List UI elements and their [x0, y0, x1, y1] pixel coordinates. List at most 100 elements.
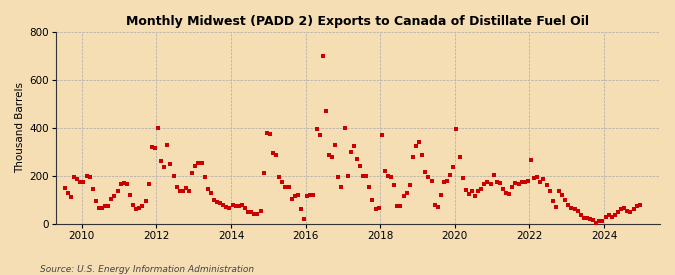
Point — [354, 164, 365, 169]
Point — [464, 192, 475, 196]
Point — [597, 219, 608, 224]
Point — [582, 216, 593, 220]
Point — [482, 180, 493, 184]
Point — [414, 140, 425, 144]
Point — [416, 153, 427, 158]
Point — [532, 175, 543, 179]
Point — [205, 190, 216, 195]
Point — [87, 187, 98, 191]
Point — [625, 210, 636, 214]
Point — [563, 202, 574, 207]
Point — [538, 177, 549, 182]
Point — [156, 159, 167, 164]
Point — [190, 164, 200, 169]
Text: Source: U.S. Energy Information Administration: Source: U.S. Energy Information Administ… — [40, 265, 254, 274]
Point — [535, 180, 545, 184]
Point — [125, 193, 136, 197]
Point — [162, 142, 173, 147]
Point — [137, 204, 148, 208]
Point — [209, 198, 219, 202]
Point — [230, 204, 241, 208]
Point — [249, 212, 260, 216]
Point — [377, 133, 387, 137]
Point — [134, 206, 144, 210]
Point — [364, 185, 375, 189]
Point — [115, 182, 126, 186]
Point — [199, 175, 210, 179]
Point — [613, 210, 624, 214]
Point — [507, 185, 518, 189]
Point — [267, 151, 278, 155]
Point — [193, 160, 204, 165]
Point — [395, 204, 406, 208]
Title: Monthly Midwest (PADD 2) Exports to Canada of Distillate Fuel Oil: Monthly Midwest (PADD 2) Exports to Cana… — [126, 15, 589, 28]
Point — [131, 207, 142, 212]
Point — [227, 202, 238, 207]
Point — [557, 193, 568, 197]
Point — [103, 204, 113, 208]
Point — [398, 194, 409, 199]
Point — [373, 206, 384, 210]
Point — [246, 210, 256, 214]
Point — [97, 206, 107, 210]
Point — [100, 204, 111, 208]
Point — [603, 213, 614, 218]
Y-axis label: Thousand Barrels: Thousand Barrels — [15, 82, 25, 173]
Point — [283, 185, 294, 189]
Point — [466, 189, 477, 194]
Point — [401, 190, 412, 195]
Point — [445, 172, 456, 177]
Point — [234, 204, 244, 208]
Point — [187, 171, 198, 176]
Point — [63, 190, 74, 195]
Point — [544, 189, 555, 194]
Point — [259, 171, 269, 176]
Point — [143, 182, 154, 186]
Point — [575, 213, 586, 218]
Point — [491, 180, 502, 184]
Point — [383, 174, 394, 178]
Point — [488, 172, 499, 177]
Point — [290, 194, 300, 199]
Point — [118, 181, 129, 185]
Point — [578, 216, 589, 220]
Point — [305, 193, 316, 197]
Point — [470, 194, 481, 199]
Point — [379, 169, 390, 173]
Point — [109, 194, 120, 199]
Point — [311, 127, 322, 131]
Point — [423, 175, 434, 179]
Point — [585, 217, 595, 221]
Point — [404, 183, 415, 188]
Point — [296, 207, 306, 212]
Point — [168, 174, 179, 178]
Point — [90, 199, 101, 203]
Point — [554, 189, 564, 194]
Point — [153, 126, 163, 130]
Point — [361, 174, 372, 178]
Point — [454, 155, 465, 159]
Point — [72, 177, 82, 182]
Point — [69, 175, 80, 179]
Point — [323, 153, 334, 158]
Point — [529, 176, 539, 180]
Point — [435, 193, 446, 197]
Point — [358, 174, 369, 178]
Point — [321, 109, 331, 113]
Point — [140, 199, 151, 203]
Point — [385, 175, 396, 179]
Point — [346, 150, 356, 154]
Point — [271, 153, 281, 158]
Point — [171, 185, 182, 189]
Point — [457, 176, 468, 180]
Point — [433, 205, 443, 209]
Point — [94, 206, 105, 210]
Point — [236, 202, 247, 207]
Point — [526, 158, 537, 163]
Point — [181, 186, 192, 190]
Point — [610, 213, 620, 218]
Point — [420, 170, 431, 174]
Point — [479, 182, 490, 186]
Point — [292, 193, 303, 197]
Point — [476, 187, 487, 191]
